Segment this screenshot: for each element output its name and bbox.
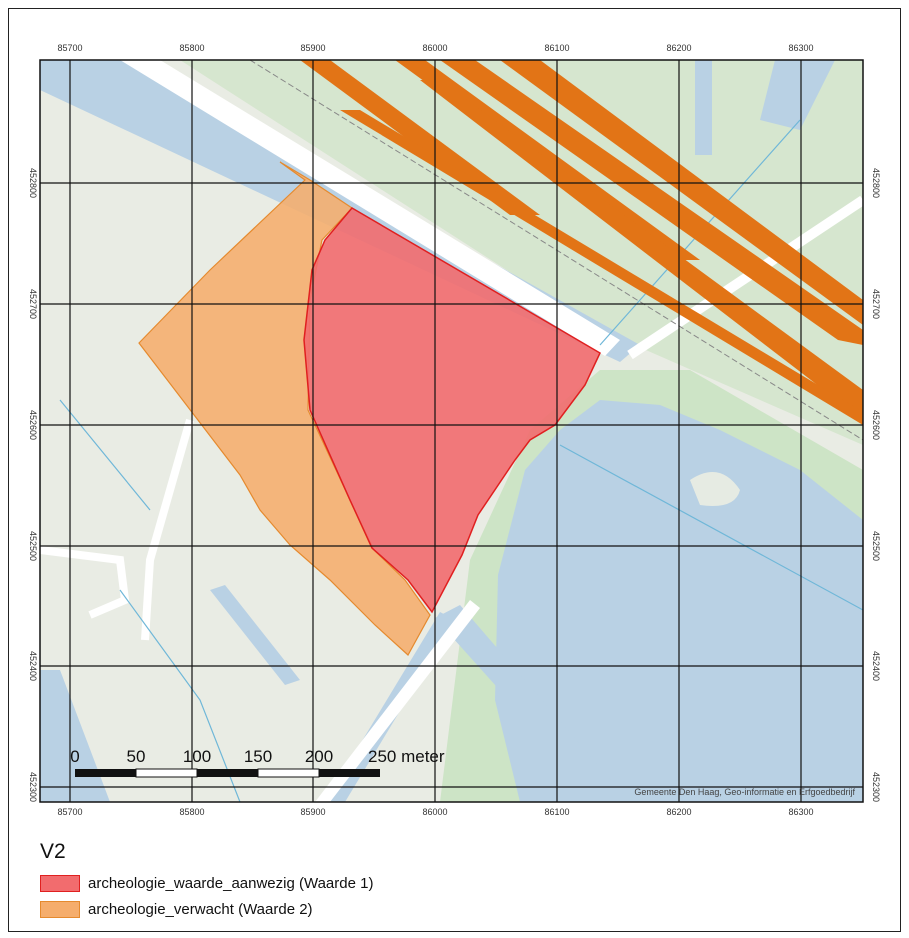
- y-tick-right: 452500: [871, 531, 881, 561]
- y-tick-left: 452500: [28, 531, 38, 561]
- x-tick-bottom: 85800: [179, 807, 204, 817]
- legend-label: archeologie_verwacht (Waarde 2): [88, 900, 313, 918]
- road-east: [627, 195, 863, 360]
- scale-label: 50: [127, 747, 146, 766]
- x-tick-top: 85800: [179, 43, 204, 53]
- y-tick-left: 452400: [28, 651, 38, 681]
- y-tick-right: 452600: [871, 410, 881, 440]
- track-1: [300, 60, 540, 215]
- y-ticks-right: 452800 452700 452600 452500 452400 45230…: [871, 168, 881, 802]
- ditch-1: [59, 399, 151, 511]
- scale-label: 100: [183, 747, 211, 766]
- x-tick-top: 86200: [666, 43, 691, 53]
- x-tick-bottom: 86000: [422, 807, 447, 817]
- legend-item-verwacht: archeologie_verwacht (Waarde 2): [40, 896, 373, 922]
- x-tick-top: 86000: [422, 43, 447, 53]
- track-5: [420, 80, 863, 420]
- scale-bar: 0 50 100 150 200 250 meter: [70, 747, 445, 778]
- rail-green-strip: [180, 60, 863, 445]
- x-tick-bottom: 85700: [57, 807, 82, 817]
- track-6: [340, 110, 863, 425]
- scale-label: 250 meter: [368, 747, 445, 766]
- map-border: [39, 59, 864, 803]
- map-legend: V2 archeologie_waarde_aanwezig (Waarde 1…: [40, 840, 373, 922]
- x-tick-bottom: 86100: [544, 807, 569, 817]
- x-tick-bottom: 86200: [666, 807, 691, 817]
- y-ticks-left: 452800 452700 452600 452500 452400 45230…: [28, 168, 38, 802]
- x-tick-top: 86300: [788, 43, 813, 53]
- y-tick-right: 452400: [871, 651, 881, 681]
- scale-segment: [197, 769, 258, 777]
- legend-swatch-waarde: [40, 874, 80, 892]
- canal-vertical: [695, 60, 712, 155]
- scale-label: 0: [70, 747, 79, 766]
- ditch-2: [119, 589, 241, 802]
- x-ticks-top: 85700 85800 85900 86000 86100 86200 8630…: [57, 43, 813, 53]
- legend-item-waarde: archeologie_waarde_aanwezig (Waarde 1): [40, 870, 373, 896]
- x-tick-bottom: 86300: [788, 807, 813, 817]
- canal-small: [210, 585, 300, 685]
- y-tick-right: 452800: [871, 168, 881, 198]
- legend-title: V2: [40, 840, 66, 863]
- y-tick-left: 452300: [28, 772, 38, 802]
- legend-swatch-verwacht: [40, 900, 80, 918]
- track-4: [500, 60, 863, 325]
- road-minor-2: [141, 418, 194, 641]
- scale-label: 200: [305, 747, 333, 766]
- lake-island: [690, 472, 740, 506]
- y-tick-right: 452300: [871, 772, 881, 802]
- zone-archeologie-waarde-aanwezig: [303, 207, 601, 614]
- scale-segment: [319, 769, 380, 777]
- scale-label: 150: [244, 747, 272, 766]
- y-tick-left: 452800: [28, 168, 38, 198]
- coordinate-grid: [40, 60, 863, 802]
- legend-label: archeologie_waarde_aanwezig (Waarde 1): [88, 874, 374, 892]
- canal-south: [435, 605, 630, 802]
- scale-segment: [135, 768, 198, 778]
- scale-segment: [257, 768, 320, 778]
- canal-ne: [760, 60, 835, 130]
- y-tick-left: 452600: [28, 410, 38, 440]
- map-credit: Gemeente Den Haag, Geo-informatie en Erf…: [634, 787, 855, 797]
- x-tick-top: 85900: [300, 43, 325, 53]
- track-3: [440, 60, 863, 345]
- road-southwest: [315, 600, 480, 802]
- ditch-4: [559, 444, 863, 611]
- x-ticks-bottom: 85700 85800 85900 86000 86100 86200 8630…: [57, 807, 813, 817]
- y-tick-left: 452700: [28, 289, 38, 319]
- scale-segment: [75, 769, 136, 777]
- road-main: [120, 60, 620, 356]
- road-minor-1: [40, 546, 130, 619]
- x-tick-bottom: 85900: [300, 807, 325, 817]
- railway-tracks: [300, 60, 863, 425]
- x-tick-top: 86100: [544, 43, 569, 53]
- y-tick-right: 452700: [871, 289, 881, 319]
- x-tick-top: 85700: [57, 43, 82, 53]
